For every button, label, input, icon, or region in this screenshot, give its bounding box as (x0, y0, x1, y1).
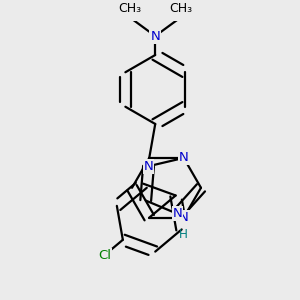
Text: N: N (179, 152, 189, 164)
Text: N: N (179, 211, 189, 224)
Text: N: N (150, 30, 160, 43)
Text: H: H (179, 228, 188, 241)
Text: N: N (144, 160, 153, 173)
Text: CH₃: CH₃ (169, 2, 193, 15)
Text: Cl: Cl (98, 249, 111, 262)
Text: N: N (173, 207, 182, 220)
Text: CH₃: CH₃ (118, 2, 141, 15)
